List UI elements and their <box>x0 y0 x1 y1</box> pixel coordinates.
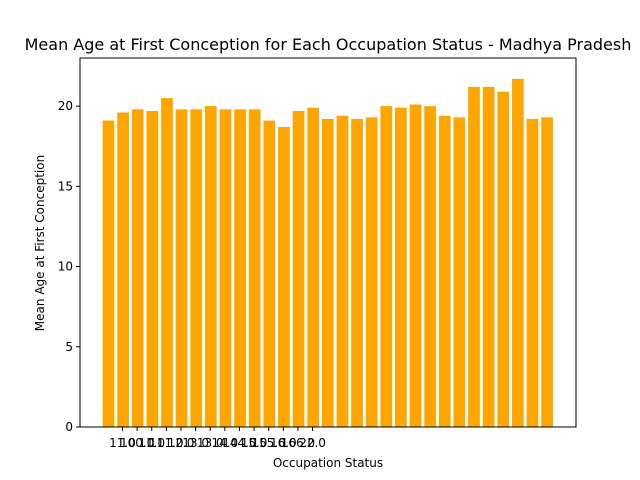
x-tick-label: 100.0 <box>120 436 154 450</box>
x-tick-label: 166.0 <box>281 436 315 450</box>
bar <box>102 120 115 427</box>
x-tick-label: 11.0 <box>138 436 165 450</box>
x-tick-label: 155.0 <box>252 436 286 450</box>
bar <box>336 115 349 427</box>
y-axis-ticks: 0 5 10 15 20 <box>58 99 80 434</box>
bar <box>204 106 217 427</box>
x-tick-label: 13.0 <box>182 436 209 450</box>
bar <box>365 117 378 428</box>
x-tick-label: 22.0 <box>299 436 326 450</box>
bar <box>146 110 159 427</box>
plot-frame <box>79 57 577 428</box>
bar <box>278 126 290 428</box>
bar <box>161 98 173 428</box>
x-tick-label: 14.0 <box>211 436 238 450</box>
y-axis-label: Mean Age at First Conception <box>33 155 47 331</box>
bar <box>175 109 188 427</box>
x-tick-label: 12.0 <box>168 436 195 450</box>
bar <box>321 118 334 427</box>
bar <box>307 107 320 427</box>
bar <box>424 106 436 427</box>
bar <box>438 115 451 427</box>
bar <box>453 117 466 428</box>
x-axis-label: Occupation Status <box>273 456 383 470</box>
bar <box>409 104 422 427</box>
x-axis-ticks: 11.0100.011.0111.012.013.013.014.0144.01… <box>109 427 326 450</box>
x-tick-label: 13.0 <box>197 436 224 450</box>
bar <box>292 110 305 427</box>
bar <box>497 91 510 427</box>
bar <box>482 86 495 427</box>
bar <box>526 118 539 427</box>
chart-title: Mean Age at First Conception for Each Oc… <box>25 35 632 54</box>
bar <box>512 78 524 428</box>
bar <box>117 112 129 428</box>
y-tick-label: 15 <box>58 179 73 193</box>
bars-group <box>102 78 553 428</box>
x-tick-label: 111.0 <box>149 436 183 450</box>
bar <box>351 118 363 427</box>
x-tick-label: 144.0 <box>222 436 256 450</box>
bar <box>395 107 407 427</box>
x-tick-label: 15.0 <box>241 436 268 450</box>
bar <box>234 109 246 427</box>
bar <box>190 109 203 427</box>
y-tick-label: 10 <box>58 260 73 274</box>
bar <box>219 109 232 427</box>
y-tick-label: 0 <box>65 420 73 434</box>
bar <box>468 86 480 427</box>
bar <box>541 117 553 428</box>
bar <box>248 109 261 427</box>
y-tick-label: 20 <box>58 99 73 113</box>
bar <box>131 109 144 427</box>
x-tick-label: 11.0 <box>109 436 136 450</box>
y-tick-label: 5 <box>65 340 73 354</box>
bar <box>263 120 276 427</box>
x-tick-label: 16.0 <box>270 436 297 450</box>
bar <box>380 106 393 427</box>
